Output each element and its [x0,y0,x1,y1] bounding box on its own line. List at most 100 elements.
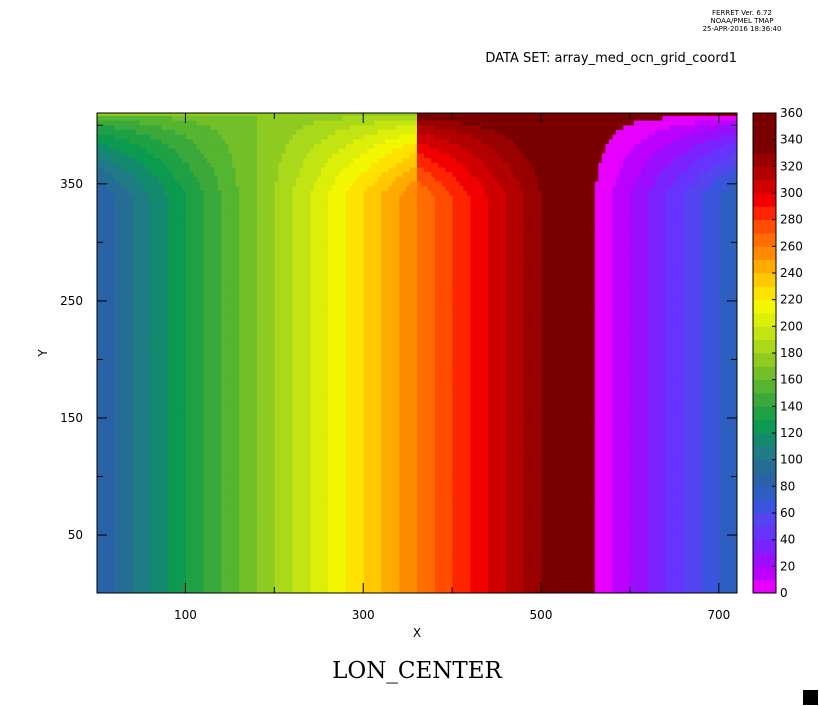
heatmap-cell [214,527,219,533]
heatmap-cell [185,209,191,215]
heatmap-cell [228,134,233,140]
heatmap-cell [171,354,176,360]
heatmap-cell [246,180,251,187]
heatmap-cell [161,574,166,580]
heatmap-cell [157,143,162,149]
heatmap-cell [235,564,240,571]
heatmap-cell [150,494,155,500]
heatmap-cell [217,283,223,290]
heatmap-cell [150,340,155,346]
heatmap-cell [132,396,137,402]
heatmap-cell [189,466,194,472]
heatmap-cell [129,326,134,332]
heatmap-cell [196,251,201,257]
heatmap-cell [228,124,233,130]
heatmap-cell [132,171,137,177]
heatmap-cell [150,419,155,426]
heatmap-cell [207,176,212,182]
heatmap-cell [239,129,244,135]
heatmap-cell [97,475,102,482]
heatmap-cell [249,265,255,271]
heatmap-cell [242,372,247,379]
heatmap-cell [100,129,105,135]
heatmap-cell [217,396,223,402]
heatmap-cell [253,113,258,116]
heatmap-cell [136,574,141,580]
heatmap-cell [129,124,134,130]
heatmap-cell [97,518,102,524]
heatmap-cell [214,452,219,458]
heatmap-cell [175,363,180,369]
heatmap-cell [193,410,198,416]
heatmap-cell [146,583,151,589]
heatmap-cell [242,237,247,243]
heatmap-cell [111,405,116,411]
heatmap-cell [221,297,226,304]
heatmap-cell [246,358,251,365]
heatmap-cell [153,223,159,229]
heatmap-cell [249,410,255,416]
heatmap-cell [121,527,127,533]
heatmap-cell [253,541,258,547]
heatmap-cell [185,152,191,159]
heatmap-cell [200,283,205,290]
heatmap-cell [107,143,112,149]
heatmap-cell [232,471,237,477]
heatmap-cell [100,485,105,491]
heatmap-cell [100,405,105,411]
heatmap-cell [185,489,191,496]
heatmap-cell [107,180,112,187]
heatmap-cell [200,382,205,388]
heatmap-cell [146,382,151,388]
heatmap-cell [111,382,116,388]
heatmap-cell [267,363,272,369]
heatmap-cell [228,391,233,397]
heatmap-cell [178,518,183,524]
heatmap-cell [253,489,258,496]
heatmap-cell [239,326,244,332]
heatmap-cell [114,321,119,327]
heatmap-cell [210,227,215,234]
heatmap-cell [139,162,144,168]
heatmap-cell [107,321,112,327]
heatmap-cell [111,157,116,163]
heatmap-cell [196,335,201,341]
heatmap-cell [235,401,240,407]
heatmap-cell [118,574,123,580]
heatmap-cell [264,480,269,486]
heatmap-cell [121,162,127,168]
heatmap-cell [100,340,105,346]
heatmap-cell [257,288,262,294]
heatmap-cell [249,166,255,173]
heatmap-cell [107,363,112,369]
heatmap-cell [125,113,130,116]
heatmap-cell [246,504,251,510]
heatmap-cell [264,157,269,163]
heatmap-cell [107,307,112,313]
heatmap-cell [193,471,198,477]
heatmap-cell [182,578,187,585]
heatmap-cell [228,443,233,449]
heatmap-cell [129,401,134,407]
heatmap-cell [196,377,201,383]
heatmap-cell [175,485,180,491]
heatmap-cell [249,269,255,276]
heatmap-cell [132,349,137,355]
heatmap-cell [139,120,144,126]
heatmap-cell [203,213,208,219]
heatmap-cell [242,574,247,580]
heatmap-cell [203,588,208,593]
heatmap-cell [97,457,102,463]
heatmap-cell [260,321,265,327]
heatmap-cell [193,279,198,285]
heatmap-cell [153,237,159,243]
heatmap-cell [235,157,240,163]
heatmap-cell [129,129,134,135]
heatmap-cell [264,504,269,510]
heatmap-cell [100,204,105,210]
heatmap-cell [157,382,162,388]
heatmap-cell [193,321,198,327]
heatmap-cell [129,546,134,552]
heatmap-cell [249,372,255,379]
heatmap-cell [239,260,244,266]
